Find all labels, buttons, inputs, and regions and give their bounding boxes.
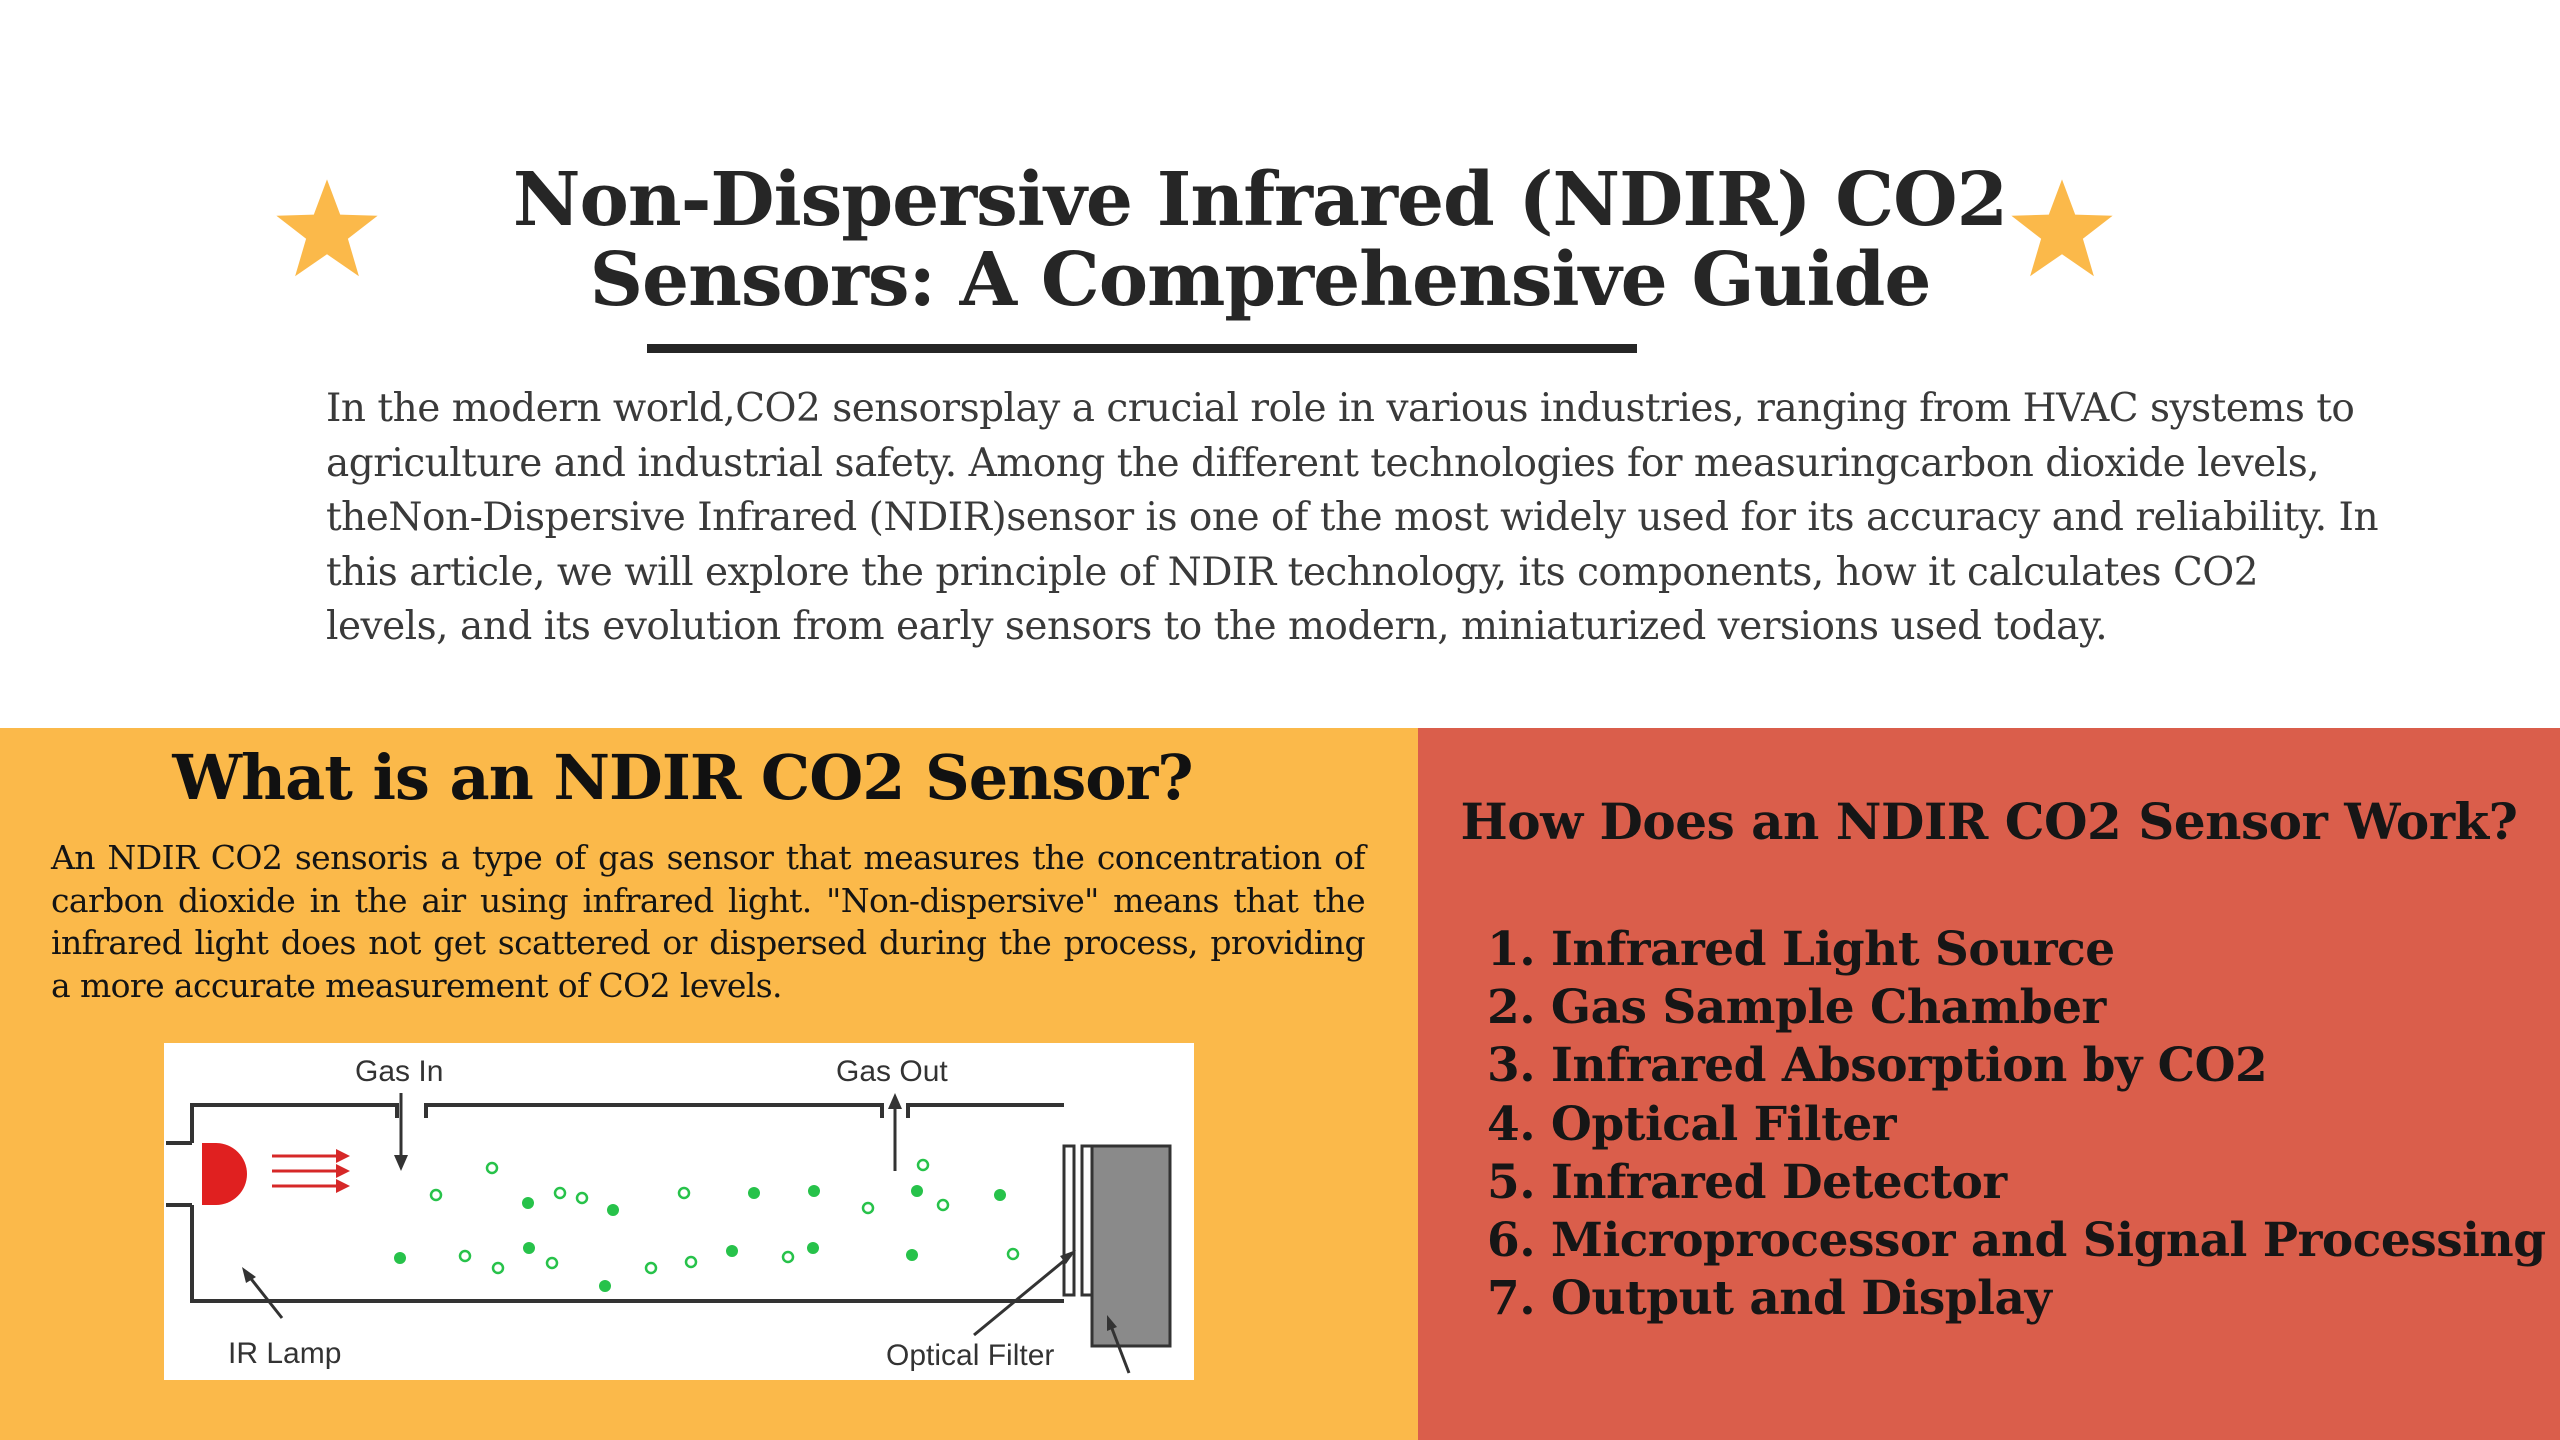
step-item: 7. Output and Display [1487, 1270, 2547, 1328]
step-item: 2. Gas Sample Chamber [1487, 979, 2547, 1037]
ir-lamp-icon [202, 1143, 247, 1205]
page-title: Non-Dispersive Infrared (NDIR) CO2 Senso… [380, 160, 2140, 320]
right-section-heading: How Does an NDIR CO2 Sensor Work? [1418, 782, 2560, 862]
title-underline [647, 344, 1637, 353]
chamber-outline [166, 1105, 1064, 1301]
diagram-label-gas-in: Gas In [355, 1055, 443, 1088]
step-item: 4. Optical Filter [1487, 1096, 2547, 1154]
step-item: 1. Infrared Light Source [1487, 921, 2547, 979]
diagram-label-optical-filter: Optical Filter [886, 1339, 1054, 1372]
page-title-line-2: Sensors: A Comprehensive Guide [590, 237, 1931, 323]
diagram-label-ir-lamp: IR Lamp [228, 1337, 341, 1370]
left-section-heading: What is an NDIR CO2 Sensor? [0, 738, 1365, 818]
step-item: 6. Microprocessor and Signal Processing [1487, 1212, 2547, 1270]
working-steps-list: 1. Infrared Light Source 2. Gas Sample C… [1487, 921, 2547, 1328]
intro-paragraph: In the modern world,CO2 sensorsplay a cr… [326, 382, 2386, 655]
gas-in-arrow [394, 1155, 408, 1171]
star-icon-left [272, 175, 382, 285]
infrared-rays [272, 1149, 350, 1193]
step-item: 5. Infrared Detector [1487, 1154, 2547, 1212]
left-section-body: An NDIR CO2 sensoris a type of gas senso… [51, 837, 1365, 1007]
ndir-sensor-diagram: Gas In Gas Out IR Lamp Optical Filter [164, 1043, 1194, 1380]
diagram-label-gas-out: Gas Out [836, 1055, 948, 1088]
page-title-line-1: Non-Dispersive Infrared (NDIR) CO2 [513, 157, 2007, 243]
optical-filter-element [1064, 1146, 1074, 1295]
infrared-detector [1092, 1146, 1170, 1346]
step-item: 3. Infrared Absorption by CO2 [1487, 1037, 2547, 1095]
gas-out-arrow [888, 1093, 902, 1109]
co2-molecules [394, 1185, 1006, 1292]
other-gas-molecules [431, 1160, 1018, 1273]
